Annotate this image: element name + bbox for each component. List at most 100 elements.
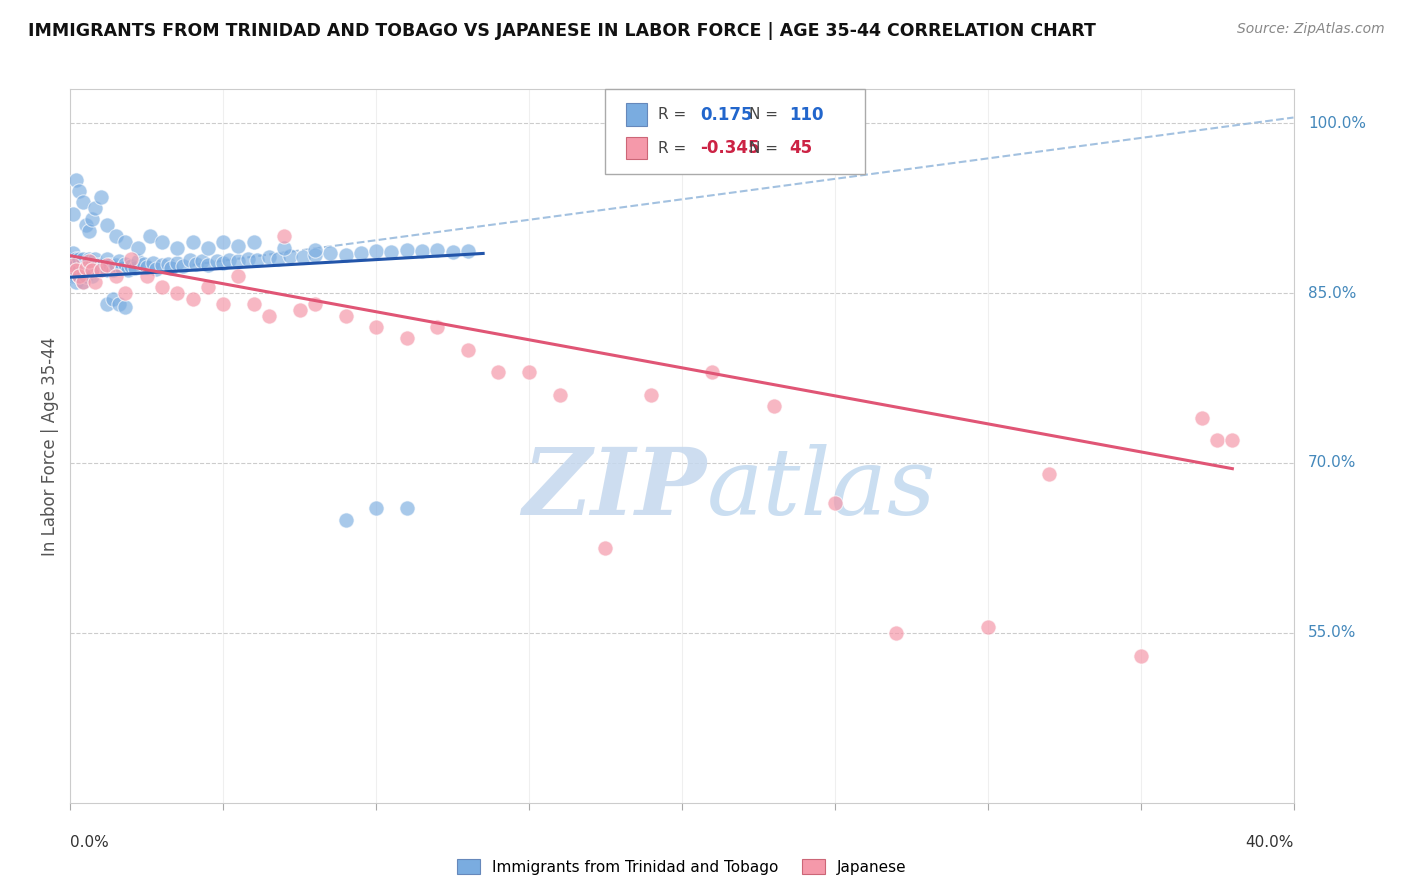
Point xyxy=(62,246,84,260)
Point xyxy=(1191,410,1213,425)
Point xyxy=(1220,434,1243,448)
Point xyxy=(457,343,479,357)
Point xyxy=(236,252,259,266)
Point xyxy=(101,263,124,277)
Point xyxy=(65,263,87,277)
Point xyxy=(72,263,94,277)
Y-axis label: In Labor Force | Age 35-44: In Labor Force | Age 35-44 xyxy=(41,336,59,556)
Point xyxy=(212,255,235,269)
Point xyxy=(90,263,112,277)
Point xyxy=(108,254,131,268)
Point xyxy=(191,254,214,268)
Point xyxy=(366,501,388,516)
Point xyxy=(65,269,87,284)
Point xyxy=(72,195,94,210)
Point xyxy=(197,258,219,272)
Point xyxy=(150,235,173,249)
Text: 110: 110 xyxy=(789,106,824,124)
Point xyxy=(457,244,479,259)
Point xyxy=(75,263,97,277)
Point xyxy=(366,320,388,334)
Point xyxy=(69,252,91,266)
Point xyxy=(132,257,155,271)
Point xyxy=(80,269,103,284)
Point xyxy=(166,241,188,255)
Point xyxy=(62,269,84,284)
Point xyxy=(69,269,91,284)
Point xyxy=(267,252,290,266)
Text: 0.0%: 0.0% xyxy=(70,835,110,850)
Point xyxy=(124,261,146,276)
Point xyxy=(75,258,97,272)
Point xyxy=(142,255,165,269)
Point xyxy=(166,255,188,269)
Point xyxy=(87,263,110,277)
Text: R =: R = xyxy=(658,141,692,156)
Point xyxy=(83,252,105,266)
Point xyxy=(69,263,91,277)
Point xyxy=(72,252,94,266)
Point xyxy=(181,235,204,249)
Text: 70.0%: 70.0% xyxy=(1308,456,1357,470)
Point xyxy=(135,260,157,274)
Point xyxy=(101,292,124,306)
Point xyxy=(62,258,84,272)
Point xyxy=(150,280,173,294)
Point xyxy=(246,253,269,268)
Point xyxy=(105,269,128,284)
Point xyxy=(212,235,235,249)
Text: 45: 45 xyxy=(789,139,811,157)
Point xyxy=(335,309,357,323)
Point xyxy=(77,254,100,268)
Point xyxy=(90,190,112,204)
Point xyxy=(65,252,87,266)
Point xyxy=(197,280,219,294)
Point xyxy=(127,241,149,255)
Point xyxy=(228,238,250,252)
Point xyxy=(548,388,571,402)
Point xyxy=(121,259,143,273)
Text: R =: R = xyxy=(658,107,692,122)
Point xyxy=(65,258,87,272)
Point xyxy=(273,241,295,255)
Point xyxy=(145,262,167,277)
Point xyxy=(139,229,162,244)
Point xyxy=(77,263,100,277)
Point xyxy=(702,365,724,379)
Point xyxy=(441,245,464,260)
Point xyxy=(90,263,112,277)
Point xyxy=(228,269,250,284)
Point xyxy=(135,269,157,284)
Point xyxy=(335,513,357,527)
Point xyxy=(257,309,280,323)
Point xyxy=(127,254,149,268)
Point xyxy=(75,269,97,284)
Point xyxy=(80,212,103,227)
Point xyxy=(83,258,105,272)
Point xyxy=(280,249,302,263)
Point xyxy=(80,263,103,277)
Point xyxy=(80,258,103,272)
Point xyxy=(93,258,115,272)
Point xyxy=(96,258,118,272)
Point xyxy=(62,252,84,266)
Point xyxy=(350,246,373,260)
Point xyxy=(105,229,128,244)
Point xyxy=(181,292,204,306)
Point xyxy=(595,541,617,555)
Point xyxy=(304,243,326,257)
Point xyxy=(184,257,207,271)
Point xyxy=(157,257,180,271)
Point xyxy=(1206,434,1229,448)
Point xyxy=(304,247,326,261)
Text: ZIP: ZIP xyxy=(522,444,706,533)
Point xyxy=(304,297,326,311)
Point xyxy=(243,297,266,311)
Point xyxy=(65,173,87,187)
Point xyxy=(72,258,94,272)
Point xyxy=(114,300,136,314)
Point xyxy=(62,258,84,272)
Point xyxy=(65,263,87,277)
Point xyxy=(319,246,342,260)
Text: N =: N = xyxy=(749,107,783,122)
